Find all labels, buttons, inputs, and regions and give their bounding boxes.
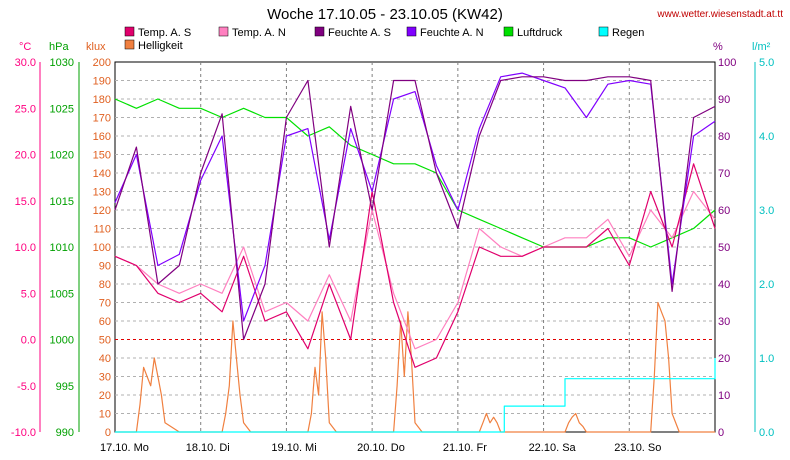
humidity-unit: % xyxy=(713,41,723,53)
series-line-temp-a-s xyxy=(114,163,716,368)
legend-label: Helligkeit xyxy=(138,40,183,52)
axis-ticks: 30.025.020.015.010.05.00.0-5.0-10.010301… xyxy=(11,57,774,439)
temp-tick-label: 0.0 xyxy=(21,335,36,347)
temp-tick-label: -5.0 xyxy=(17,381,36,393)
series-line-temp-a-n xyxy=(114,190,716,350)
plot-series xyxy=(114,72,716,433)
series-line-regen xyxy=(115,358,716,433)
pressure-unit: hPa xyxy=(49,41,69,53)
pressure-tick-label: 1020 xyxy=(50,150,74,162)
lux-tick-label: 60 xyxy=(99,316,111,328)
temp-tick-label: 15.0 xyxy=(15,196,36,208)
x-tick-label: 22.10. Sa xyxy=(529,442,577,454)
rain-tick-label: 4.0 xyxy=(759,131,774,143)
legend-swatch xyxy=(124,39,135,50)
rain-unit: l/m² xyxy=(752,41,771,53)
pressure-tick-label: 1025 xyxy=(50,103,74,115)
humidity-tick-label: 40 xyxy=(718,279,730,291)
lux-tick-label: 120 xyxy=(93,205,111,217)
lux-tick-label: 30 xyxy=(99,372,111,384)
legend: Temp. A. S Temp. A. N Feuchte A. S Feuchte … xyxy=(124,26,644,52)
rain-tick-label: 2.0 xyxy=(759,279,774,291)
lux-tick-label: 140 xyxy=(93,168,111,180)
temp-tick-label: 5.0 xyxy=(21,288,36,300)
lux-tick-label: 110 xyxy=(93,224,111,236)
lux-tick-label: 0 xyxy=(105,427,111,439)
series-line-luftdruck xyxy=(114,98,716,248)
temp-tick-label: -10.0 xyxy=(11,427,36,439)
x-tick-label: 23.10. So xyxy=(614,442,661,454)
series-line-feuchte-a-n xyxy=(114,72,716,322)
temp-tick-label: 10.0 xyxy=(15,242,36,254)
lux-tick-label: 100 xyxy=(93,242,111,254)
pressure-tick-label: 1005 xyxy=(50,288,74,300)
pressure-tick-label: 1010 xyxy=(50,242,74,254)
axis-units: °C hPa klux% l/m² xyxy=(19,41,771,53)
x-tick-label: 17.10. Mo xyxy=(100,442,149,454)
humidity-tick-label: 90 xyxy=(718,94,730,106)
lux-tick-label: 40 xyxy=(99,353,111,365)
chart-title: Woche 17.10.05 - 23.10.05 (KW42) xyxy=(267,6,503,23)
lux-tick-label: 180 xyxy=(93,94,111,106)
lux-tick-label: 10 xyxy=(99,409,111,421)
lux-tick-label: 80 xyxy=(99,279,111,291)
humidity-tick-label: 30 xyxy=(718,316,730,328)
source-label: www.wetter.wiesenstadt.at.tt xyxy=(656,9,783,20)
temp-tick-label: 20.0 xyxy=(15,150,36,162)
lux-tick-label: 130 xyxy=(93,187,111,199)
lux-tick-label: 160 xyxy=(93,131,111,143)
lux-tick-label: 70 xyxy=(99,298,111,310)
humidity-tick-label: 50 xyxy=(718,242,730,254)
legend-swatch xyxy=(314,26,325,37)
pressure-tick-label: 990 xyxy=(56,427,74,439)
lux-tick-label: 200 xyxy=(93,57,111,69)
x-axis-labels: 17.10. Mo 18.10. Di 19.10. Mi 20.10. Do 21.1… xyxy=(100,442,661,454)
humidity-tick-label: 70 xyxy=(718,168,730,180)
legend-swatch xyxy=(503,26,514,37)
rain-tick-label: 5.0 xyxy=(759,57,774,69)
rain-tick-label: 0.0 xyxy=(759,427,774,439)
legend-label: Feuchte A. N xyxy=(420,27,484,39)
temp-tick-label: 30.0 xyxy=(15,57,36,69)
legend-swatch xyxy=(124,26,135,37)
temp-unit: °C xyxy=(19,41,31,53)
x-tick-label: 21.10. Fr xyxy=(443,442,487,454)
series-line-feuchte-a-s xyxy=(114,76,716,341)
humidity-tick-label: 10 xyxy=(718,390,730,402)
humidity-tick-label: 20 xyxy=(718,353,730,365)
legend-label: Luftdruck xyxy=(517,27,563,39)
humidity-tick-label: 100 xyxy=(718,57,736,69)
lux-tick-label: 170 xyxy=(93,113,111,125)
pressure-tick-label: 1000 xyxy=(50,335,74,347)
lux-tick-label: 150 xyxy=(93,150,111,162)
lux-unit: klux xyxy=(86,41,106,53)
rain-tick-label: 1.0 xyxy=(759,353,774,365)
legend-label: Feuchte A. S xyxy=(328,27,391,39)
pressure-tick-label: 995 xyxy=(56,381,74,393)
lux-tick-label: 90 xyxy=(99,261,111,273)
x-tick-label: 20.10. Do xyxy=(357,442,405,454)
legend-label: Temp. A. N xyxy=(232,27,286,39)
x-tick-label: 18.10. Di xyxy=(186,442,230,454)
legend-swatch xyxy=(218,26,229,37)
lux-tick-label: 190 xyxy=(93,76,111,88)
x-tick-label: 19.10. Mi xyxy=(271,442,316,454)
legend-swatch xyxy=(406,26,417,37)
humidity-tick-label: 80 xyxy=(718,131,730,143)
lux-tick-label: 50 xyxy=(99,335,111,347)
legend-label: Regen xyxy=(612,27,644,39)
rain-tick-label: 3.0 xyxy=(759,205,774,217)
temp-tick-label: 25.0 xyxy=(15,103,36,115)
legend-swatch xyxy=(598,26,609,37)
lux-tick-label: 20 xyxy=(99,390,111,402)
pressure-tick-label: 1015 xyxy=(50,196,74,208)
humidity-tick-label: 0 xyxy=(718,427,724,439)
humidity-tick-label: 60 xyxy=(718,205,730,217)
plot-grid xyxy=(114,61,716,433)
legend-label: Temp. A. S xyxy=(138,27,191,39)
pressure-tick-label: 1030 xyxy=(50,57,74,69)
